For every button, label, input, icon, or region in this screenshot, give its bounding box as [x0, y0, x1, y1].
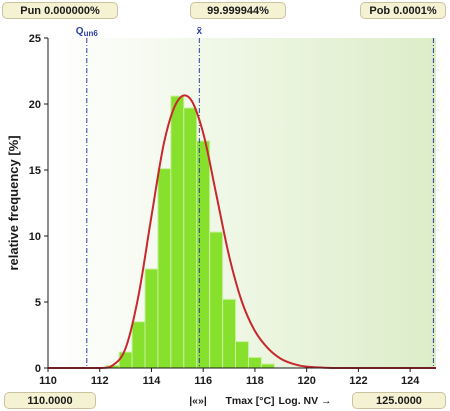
pob-value-box: Pob 0.0001% [360, 2, 446, 19]
center-percent-value: 99.999944% [207, 4, 269, 17]
x-axis-label: Tmax [°C] [225, 395, 274, 407]
center-percent-box: 99.999944% [190, 2, 286, 19]
plot-area [48, 38, 436, 368]
y-tick-label-20: 20 [29, 99, 41, 111]
y-tick-label-15: 15 [29, 165, 41, 177]
histogram-bar-6 [183, 107, 198, 369]
y-tick-label-10: 10 [29, 231, 41, 243]
fit-curve [48, 94, 436, 370]
histogram-bar-4 [157, 168, 172, 369]
x-min-value: 110.0000 [27, 394, 73, 407]
x-min-box[interactable]: 110.0000 [4, 392, 96, 409]
x-tick-label-112: 112 [91, 375, 109, 387]
histogram-bar-7 [196, 140, 211, 369]
histogram-bar-2 [131, 321, 146, 369]
histogram-bar-1 [118, 351, 133, 369]
histogram-bar-5 [170, 95, 185, 369]
histogram-bar-9 [222, 298, 237, 369]
x-max-box[interactable]: 125.0000 [352, 392, 446, 409]
histogram-bar-12 [260, 363, 275, 369]
y-tick-label-0: 0 [35, 363, 41, 375]
x-max-value: 125.0000 [376, 394, 422, 407]
y-tick-label-5: 5 [35, 297, 41, 309]
histogram-bar-11 [247, 356, 262, 369]
x-tick-label-114: 114 [143, 375, 162, 387]
x-tick-label-124: 124 [401, 375, 420, 387]
y-axis-label: relative frequency [%] [6, 135, 21, 270]
marker-label-1: x̄ [197, 26, 203, 37]
axis-ticks: 110 112 114 116 118 120 122 124 0 5 10 15 20 25 [29, 33, 420, 387]
histogram-bar-8 [209, 231, 224, 369]
nav-symbol[interactable]: |«»| [189, 395, 207, 407]
x-tick-label-118: 118 [246, 375, 264, 387]
histogram-bar-10 [235, 341, 249, 369]
pun-value: Pun 0.000000% [20, 4, 100, 17]
y-tick-label-25: 25 [29, 33, 41, 45]
log-nv-label[interactable]: Log. NV → [278, 395, 331, 407]
x-tick-label-110: 110 [39, 375, 57, 387]
x-tick-label-116: 116 [194, 375, 212, 387]
pun-value-box: Pun 0.000000% [2, 2, 118, 19]
bars [105, 95, 275, 369]
pob-value: Pob 0.0001% [369, 4, 437, 17]
histogram-bar-3 [144, 268, 159, 369]
marker-label-0: Qun6 [76, 26, 99, 38]
x-axis-caption: |«»| Tmax [°C] Log. NV → [189, 395, 331, 407]
x-tick-label-122: 122 [349, 375, 367, 387]
marker-lines: Qun6 x̄ [76, 26, 434, 368]
x-tick-label-120: 120 [297, 375, 315, 387]
